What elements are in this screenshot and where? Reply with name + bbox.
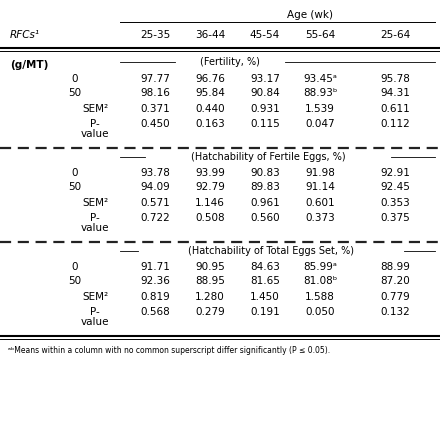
Text: 0.961: 0.961 bbox=[250, 198, 280, 208]
Text: 0.779: 0.779 bbox=[380, 292, 410, 302]
Text: 90.84: 90.84 bbox=[250, 88, 280, 98]
Text: SEM²: SEM² bbox=[82, 104, 108, 114]
Text: 81.08ᵇ: 81.08ᵇ bbox=[303, 276, 337, 286]
Text: 87.20: 87.20 bbox=[380, 276, 410, 286]
Text: 0.047: 0.047 bbox=[305, 119, 335, 129]
Text: 50: 50 bbox=[69, 88, 81, 98]
Text: (g/MT): (g/MT) bbox=[10, 60, 48, 70]
Text: 94.31: 94.31 bbox=[380, 88, 410, 98]
Text: 55-64: 55-64 bbox=[305, 30, 335, 40]
Text: value: value bbox=[81, 129, 109, 139]
Text: 0: 0 bbox=[72, 168, 78, 178]
Text: 0.371: 0.371 bbox=[140, 104, 170, 114]
Text: 50: 50 bbox=[69, 182, 81, 192]
Text: P-: P- bbox=[90, 213, 100, 223]
Text: 36-44: 36-44 bbox=[195, 30, 225, 40]
Text: 93.45ᵃ: 93.45ᵃ bbox=[303, 74, 337, 84]
Text: 25-35: 25-35 bbox=[140, 30, 170, 40]
Text: SEM²: SEM² bbox=[82, 198, 108, 208]
Text: Age (wk): Age (wk) bbox=[287, 10, 333, 20]
Text: 1.146: 1.146 bbox=[195, 198, 225, 208]
Text: P-: P- bbox=[90, 119, 100, 129]
Text: 0.931: 0.931 bbox=[250, 104, 280, 114]
Text: 0.115: 0.115 bbox=[250, 119, 280, 129]
Text: 0.375: 0.375 bbox=[380, 213, 410, 223]
Text: 98.16: 98.16 bbox=[140, 88, 170, 98]
Text: 0.819: 0.819 bbox=[140, 292, 170, 302]
Text: 92.79: 92.79 bbox=[195, 182, 225, 192]
Text: 93.78: 93.78 bbox=[140, 168, 170, 178]
Text: (Hatchability of Total Eggs Set, %): (Hatchability of Total Eggs Set, %) bbox=[188, 246, 354, 256]
Text: RFCs¹: RFCs¹ bbox=[10, 30, 40, 40]
Text: 0.373: 0.373 bbox=[305, 213, 335, 223]
Text: 0.568: 0.568 bbox=[140, 307, 170, 317]
Text: value: value bbox=[81, 317, 109, 327]
Text: 93.17: 93.17 bbox=[250, 74, 280, 84]
Text: 1.280: 1.280 bbox=[195, 292, 225, 302]
Text: 88.93ᵇ: 88.93ᵇ bbox=[303, 88, 337, 98]
Text: 0.450: 0.450 bbox=[140, 119, 170, 129]
Text: 1.539: 1.539 bbox=[305, 104, 335, 114]
Text: 0.440: 0.440 bbox=[195, 104, 225, 114]
Text: 0.163: 0.163 bbox=[195, 119, 225, 129]
Text: 0.132: 0.132 bbox=[380, 307, 410, 317]
Text: 92.91: 92.91 bbox=[380, 168, 410, 178]
Text: 85.99ᵃ: 85.99ᵃ bbox=[303, 262, 337, 272]
Text: 84.63: 84.63 bbox=[250, 262, 280, 272]
Text: 45-54: 45-54 bbox=[250, 30, 280, 40]
Text: 88.95: 88.95 bbox=[195, 276, 225, 286]
Text: 0.279: 0.279 bbox=[195, 307, 225, 317]
Text: 90.95: 90.95 bbox=[195, 262, 225, 272]
Text: 96.76: 96.76 bbox=[195, 74, 225, 84]
Text: 0.601: 0.601 bbox=[305, 198, 335, 208]
Text: 0.353: 0.353 bbox=[380, 198, 410, 208]
Text: 0.571: 0.571 bbox=[140, 198, 170, 208]
Text: 88.99: 88.99 bbox=[380, 262, 410, 272]
Text: 91.14: 91.14 bbox=[305, 182, 335, 192]
Text: (Fertility, %): (Fertility, %) bbox=[200, 57, 260, 67]
Text: 0.050: 0.050 bbox=[305, 307, 335, 317]
Text: 91.71: 91.71 bbox=[140, 262, 170, 272]
Text: 95.78: 95.78 bbox=[380, 74, 410, 84]
Text: 90.83: 90.83 bbox=[250, 168, 280, 178]
Text: 1.450: 1.450 bbox=[250, 292, 280, 302]
Text: 0.722: 0.722 bbox=[140, 213, 170, 223]
Text: SEM²: SEM² bbox=[82, 292, 108, 302]
Text: 0: 0 bbox=[72, 262, 78, 272]
Text: 50: 50 bbox=[69, 276, 81, 286]
Text: 0: 0 bbox=[72, 74, 78, 84]
Text: 97.77: 97.77 bbox=[140, 74, 170, 84]
Text: P-: P- bbox=[90, 307, 100, 317]
Text: 93.99: 93.99 bbox=[195, 168, 225, 178]
Text: 1.588: 1.588 bbox=[305, 292, 335, 302]
Text: 94.09: 94.09 bbox=[140, 182, 170, 192]
Text: 81.65: 81.65 bbox=[250, 276, 280, 286]
Text: 25-64: 25-64 bbox=[380, 30, 410, 40]
Text: ᵃᵇMeans within a column with no common superscript differ significantly (P ≤ 0.0: ᵃᵇMeans within a column with no common s… bbox=[8, 346, 330, 355]
Text: 0.560: 0.560 bbox=[250, 213, 280, 223]
Text: 0.191: 0.191 bbox=[250, 307, 280, 317]
Text: 92.36: 92.36 bbox=[140, 276, 170, 286]
Text: 89.83: 89.83 bbox=[250, 182, 280, 192]
Text: 0.508: 0.508 bbox=[195, 213, 225, 223]
Text: 0.112: 0.112 bbox=[380, 119, 410, 129]
Text: value: value bbox=[81, 223, 109, 233]
Text: 92.45: 92.45 bbox=[380, 182, 410, 192]
Text: 95.84: 95.84 bbox=[195, 88, 225, 98]
Text: 91.98: 91.98 bbox=[305, 168, 335, 178]
Text: 0.611: 0.611 bbox=[380, 104, 410, 114]
Text: (Hatchability of Fertile Eggs, %): (Hatchability of Fertile Eggs, %) bbox=[191, 152, 345, 162]
